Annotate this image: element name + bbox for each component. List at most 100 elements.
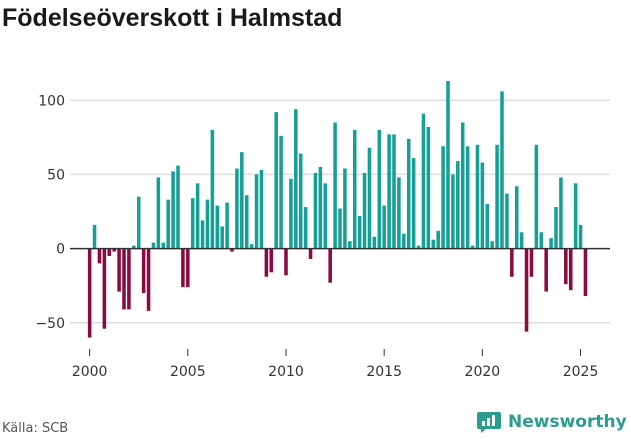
bar (279, 135, 283, 249)
bar (146, 248, 151, 311)
bar (328, 248, 332, 283)
bar (372, 236, 377, 249)
bar (230, 248, 234, 252)
y-tick-label: −50 (35, 316, 65, 332)
bar (431, 239, 436, 249)
bar (485, 204, 490, 249)
bar (127, 248, 131, 310)
source-note: Källa: SCB (2, 421, 69, 436)
bar (362, 172, 367, 249)
bar (254, 174, 259, 249)
bar (392, 134, 396, 249)
bars (87, 80, 588, 338)
x-tick-label: 2015 (366, 364, 402, 380)
y-tick-label: 0 (56, 242, 65, 258)
bar (249, 244, 254, 249)
bar (240, 152, 244, 249)
bar (559, 177, 563, 249)
bar (313, 172, 318, 249)
bar (402, 233, 406, 249)
bar (235, 168, 239, 249)
bar (323, 183, 328, 249)
bar (122, 248, 126, 310)
bar (406, 138, 411, 249)
bar (117, 248, 121, 292)
bar (205, 199, 210, 249)
bar (176, 165, 180, 249)
bar (529, 248, 534, 277)
x-tick-label: 2025 (563, 364, 599, 380)
bar (132, 245, 136, 249)
bar (220, 226, 224, 249)
bar (107, 248, 112, 256)
brand-name: Newsworthy (508, 412, 627, 432)
bar (166, 199, 170, 249)
bar (573, 183, 578, 249)
gridlines (70, 99, 610, 324)
chart-title: Födelseöverskott i Halmstad (2, 4, 343, 32)
bar (500, 91, 504, 249)
x-tick-label: 2000 (72, 364, 108, 380)
bar (269, 248, 274, 273)
bar (195, 183, 200, 249)
bar (112, 248, 116, 252)
bar (151, 242, 156, 249)
bar (298, 153, 303, 249)
bar (161, 242, 166, 249)
bar (259, 169, 264, 249)
bar (480, 162, 485, 249)
bar (289, 178, 293, 249)
bar (274, 112, 278, 249)
bar (186, 248, 190, 288)
x-tick-label: 2005 (170, 364, 206, 380)
y-tick-label: 50 (47, 167, 65, 183)
bar (303, 207, 308, 249)
bar (514, 186, 519, 249)
bar (338, 208, 342, 249)
bar (87, 248, 92, 338)
bar (136, 196, 141, 249)
bar (519, 232, 524, 249)
bar (549, 238, 553, 249)
bar (583, 248, 588, 297)
bar (156, 177, 161, 249)
bar (505, 193, 509, 249)
x-tick-label: 2020 (465, 364, 501, 380)
bar (451, 174, 455, 249)
bar (181, 248, 185, 288)
bar (343, 168, 347, 249)
bar (495, 144, 499, 249)
bar (377, 129, 382, 249)
bar (215, 205, 220, 249)
bar (490, 241, 494, 249)
newsworthy-icon (477, 412, 501, 433)
bar (416, 245, 421, 249)
bar (348, 241, 352, 249)
bar (102, 248, 107, 329)
bar (190, 198, 195, 249)
y-tick-label: 100 (38, 93, 65, 109)
bar (367, 147, 372, 249)
bar (465, 146, 470, 249)
bar (97, 248, 102, 264)
bar (554, 207, 558, 249)
bar (539, 232, 544, 249)
x-tick-label: 2010 (268, 364, 304, 380)
bar (333, 122, 337, 249)
bar (387, 134, 391, 249)
bar (578, 224, 583, 249)
bar (446, 80, 450, 249)
bar (397, 177, 401, 249)
bar (568, 248, 573, 291)
bar (225, 202, 229, 249)
bar (200, 220, 205, 249)
bar (210, 129, 215, 249)
bar (92, 224, 97, 249)
bar (426, 126, 431, 249)
bar (284, 248, 288, 276)
bar (470, 245, 475, 249)
bar (357, 215, 362, 249)
bar (436, 230, 440, 249)
bar (294, 109, 298, 249)
bar (318, 167, 323, 249)
